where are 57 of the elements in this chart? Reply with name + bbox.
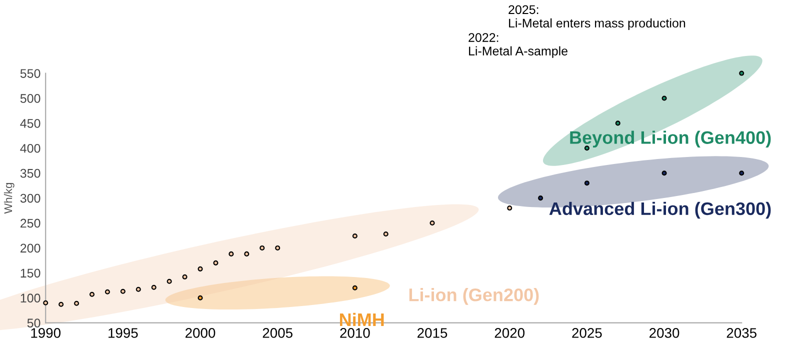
point <box>352 233 358 239</box>
point <box>662 96 667 101</box>
y-tick-label: 300 <box>20 194 40 203</box>
y-tick-label: 50 <box>27 318 40 328</box>
point <box>584 180 590 186</box>
x-tick-label: 2025 <box>572 328 602 338</box>
point <box>213 260 218 266</box>
point <box>43 300 48 306</box>
series-label: Advanced Li-ion (Gen300) <box>549 202 771 219</box>
x-tick-label: 1990 <box>31 328 61 338</box>
x-tick-label: 2000 <box>186 328 216 338</box>
point <box>104 289 110 294</box>
point <box>430 220 435 226</box>
point <box>89 292 95 297</box>
point <box>507 206 512 211</box>
point <box>615 120 620 126</box>
point <box>275 245 280 250</box>
y-tick-label: 150 <box>20 268 40 278</box>
point <box>151 284 156 290</box>
point <box>352 285 358 290</box>
point <box>120 288 126 294</box>
y-tick-label: 450 <box>20 119 40 128</box>
text: 2022: Li-Metal A-sample <box>468 33 568 58</box>
x-tick-label: 2035 <box>726 328 756 338</box>
y-tick-label: 250 <box>20 218 40 228</box>
x-tick-label: 2015 <box>418 328 448 338</box>
text: Li-ion (Gen200) <box>409 288 539 305</box>
point <box>383 231 388 237</box>
point <box>662 170 667 176</box>
x-tick-label: 1995 <box>108 328 138 338</box>
series-label: NiMH <box>340 312 384 326</box>
text: 2025: Li-Metal enters mass production <box>508 5 686 30</box>
x-tick-label: 2030 <box>650 328 680 338</box>
point <box>198 266 203 272</box>
y-tick-label: 100 <box>20 294 40 303</box>
point <box>538 196 544 201</box>
y-tick-label: 500 <box>20 94 40 103</box>
y-tick-label: 350 <box>20 168 40 178</box>
point <box>739 170 744 176</box>
y-tick-label: 400 <box>20 144 40 153</box>
point <box>136 286 141 292</box>
point <box>244 251 250 256</box>
x-tick-label: 2020 <box>494 328 525 338</box>
y-axis-title: Wh/kg <box>4 183 14 214</box>
point <box>74 300 80 306</box>
point <box>166 278 172 284</box>
x-tick-label: 2005 <box>262 328 292 338</box>
x-tick-label: 2010 <box>340 328 370 338</box>
point <box>260 245 265 250</box>
point <box>228 251 234 256</box>
series-label: Beyond Li-ion (Gen400) <box>570 130 771 148</box>
point <box>739 70 744 76</box>
point <box>58 302 64 307</box>
y-tick-label: 200 <box>20 244 40 253</box>
y-tick-label: 550 <box>20 69 40 78</box>
point <box>198 295 203 300</box>
point <box>182 274 188 280</box>
